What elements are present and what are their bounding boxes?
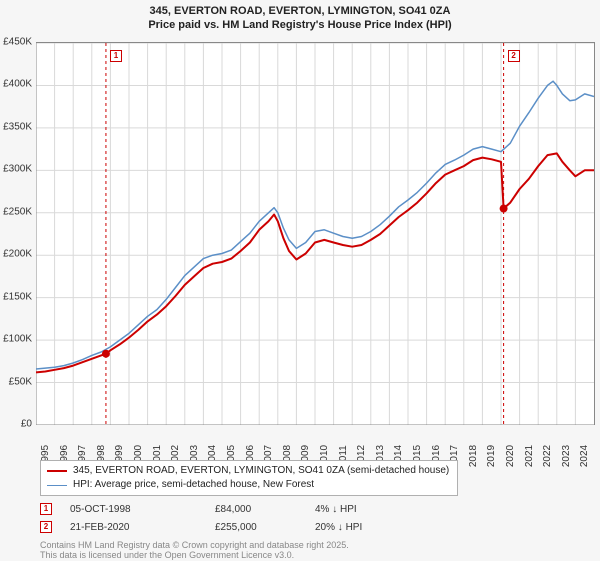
sale-price: £84,000 [215,504,315,515]
attribution: Contains HM Land Registry data © Crown c… [40,540,349,561]
legend-label: 345, EVERTON ROAD, EVERTON, LYMINGTON, S… [73,464,449,478]
y-tick-label: £200K [0,249,32,260]
sale-date: 05-OCT-1998 [70,504,215,515]
legend: 345, EVERTON ROAD, EVERTON, LYMINGTON, S… [40,460,458,496]
y-tick-label: £250K [0,206,32,217]
sale-delta: 4% ↓ HPI [315,504,415,515]
chart-container: 345, EVERTON ROAD, EVERTON, LYMINGTON, S… [0,0,600,560]
attribution-line-1: Contains HM Land Registry data © Crown c… [40,540,349,550]
x-tick-label: 2019 [486,445,497,467]
sale-delta: 20% ↓ HPI [315,522,415,533]
legend-swatch [47,485,67,486]
y-tick-label: £150K [0,291,32,302]
x-tick-label: 2024 [579,445,590,467]
plot-area [36,42,595,425]
y-tick-label: £450K [0,37,32,48]
y-tick-label: £300K [0,164,32,175]
y-tick-label: £50K [0,376,32,387]
x-tick-label: 2021 [524,445,535,467]
sale-record: 2 21-FEB-2020£255,00020% ↓ HPI [40,518,415,536]
x-tick-label: 2022 [542,445,553,467]
sales-table: 1 05-OCT-1998£84,0004% ↓ HPI 2 21-FEB-2020£… [40,500,415,536]
sale-record: 1 05-OCT-1998£84,0004% ↓ HPI [40,500,415,518]
y-tick-label: £350K [0,121,32,132]
sale-price: £255,000 [215,522,315,533]
sale-marker-1: 1 [110,50,122,62]
title-line-2: Price paid vs. HM Land Registry's House … [148,19,451,31]
legend-item: HPI: Average price, semi-detached house,… [47,478,449,492]
y-tick-label: £0 [0,419,32,430]
x-tick-label: 2020 [505,445,516,467]
legend-swatch [47,470,67,472]
y-tick-label: £400K [0,79,32,90]
title-line-1: 345, EVERTON ROAD, EVERTON, LYMINGTON, S… [150,5,451,17]
y-tick-label: £100K [0,334,32,345]
sale-date: 21-FEB-2020 [70,522,215,533]
x-tick-label: 2018 [468,445,479,467]
sale-record-marker: 1 [40,503,52,515]
x-tick-label: 2023 [561,445,572,467]
sale-marker-2: 2 [508,50,520,62]
chart-svg [36,43,594,425]
sale-record-marker: 2 [40,521,52,533]
legend-label: HPI: Average price, semi-detached house,… [73,478,314,492]
chart-title: 345, EVERTON ROAD, EVERTON, LYMINGTON, S… [0,0,600,33]
legend-item: 345, EVERTON ROAD, EVERTON, LYMINGTON, S… [47,464,449,478]
attribution-line-2: This data is licensed under the Open Gov… [40,550,294,560]
